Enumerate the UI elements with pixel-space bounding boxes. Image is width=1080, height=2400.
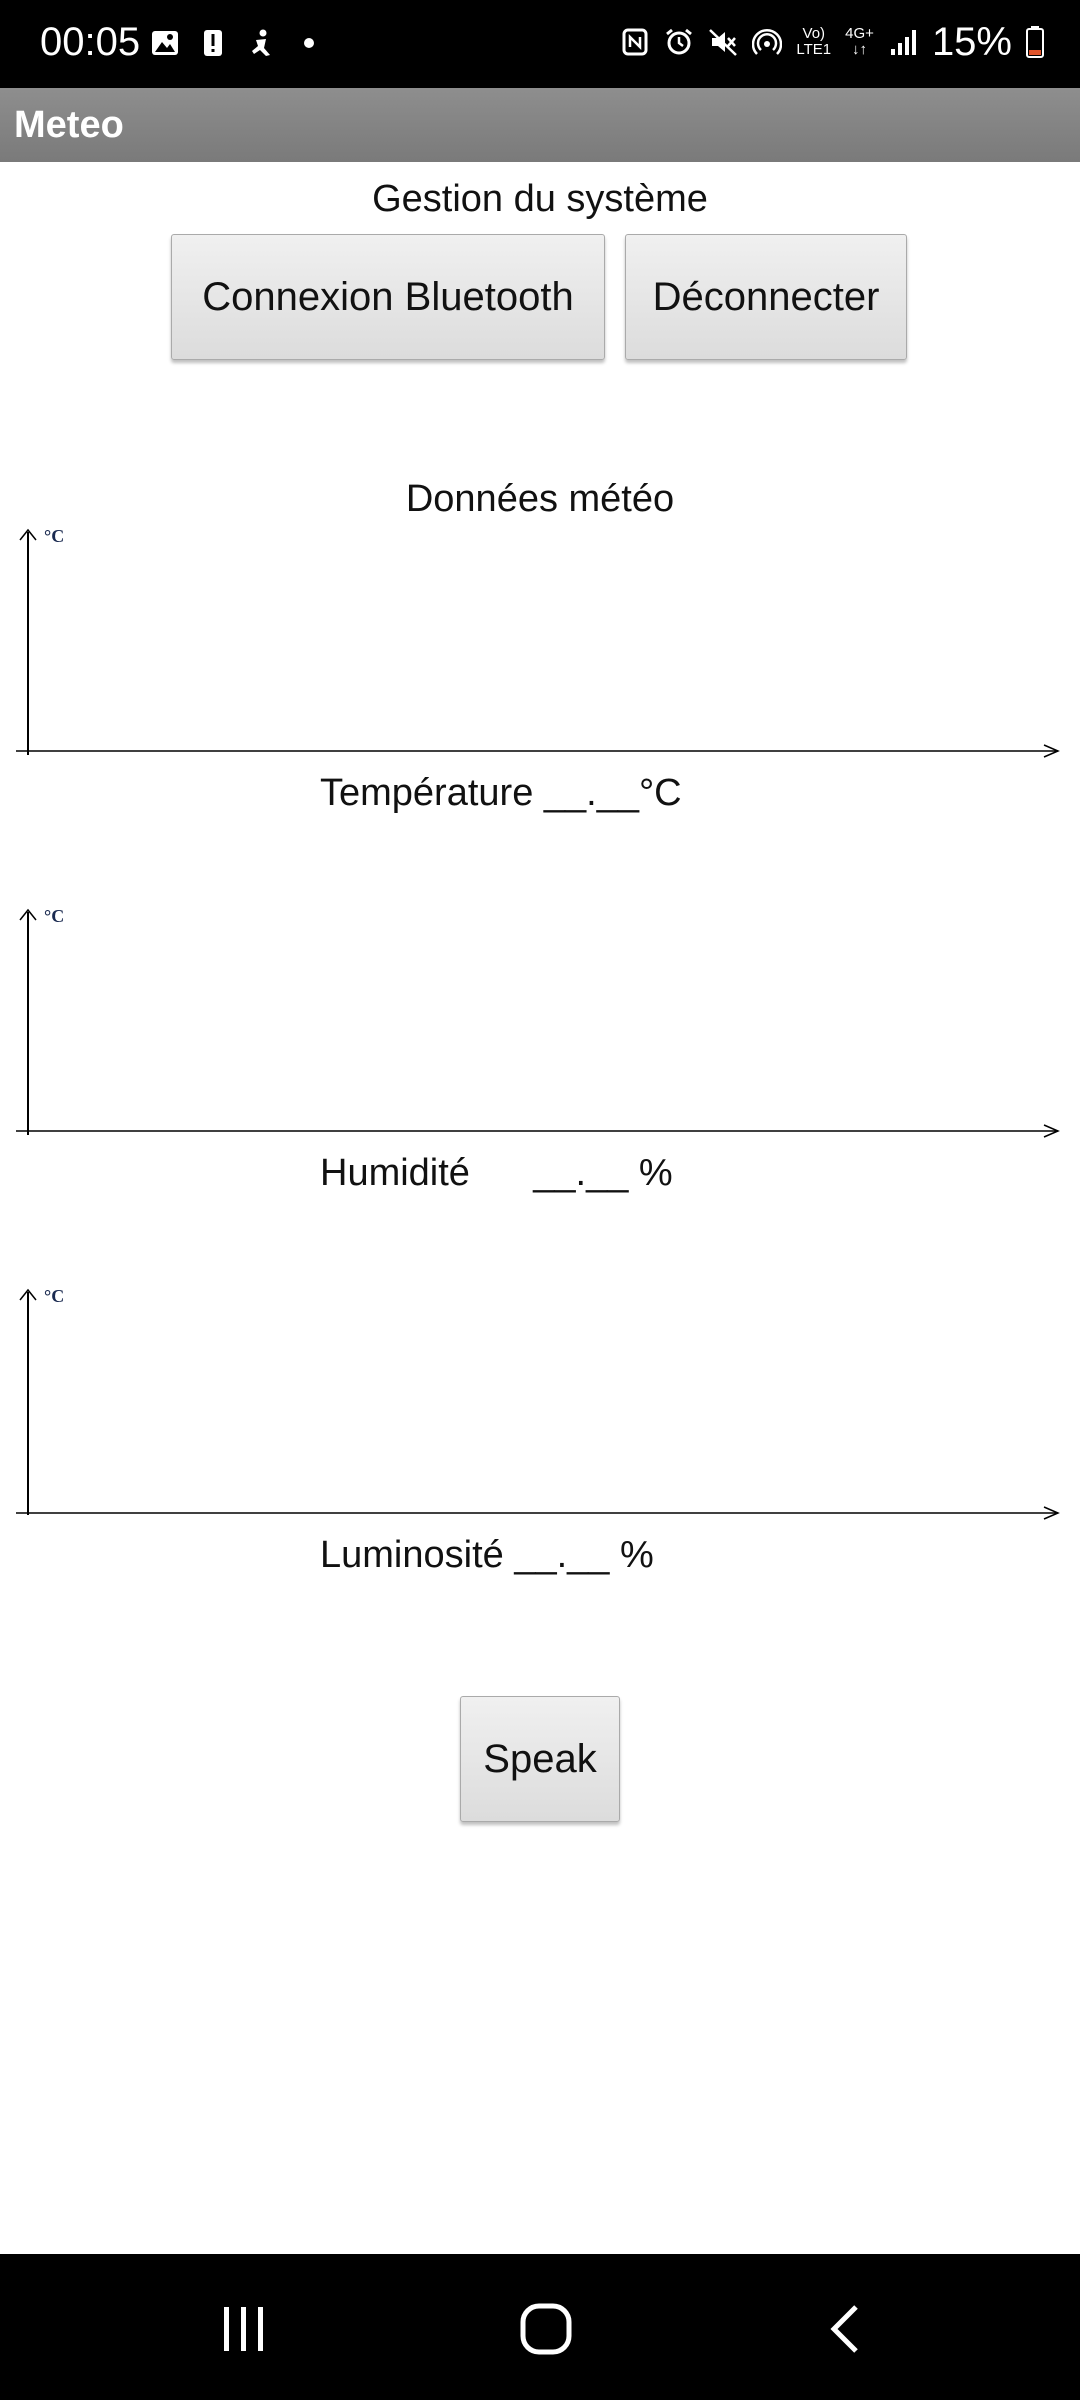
battery-icon	[1026, 26, 1044, 58]
alarm-icon	[666, 28, 693, 55]
data-indicator: 4G+ ↓↑	[845, 26, 874, 58]
battery-percent: 15%	[931, 20, 1012, 64]
lte-label: LTE1	[796, 41, 832, 58]
luminosity-x-axis-arrow	[1043, 1506, 1060, 1520]
luminosity-unit-marker: °C	[44, 1286, 64, 1306]
signal-icon	[890, 30, 916, 55]
temperature-x-axis-arrow	[1043, 744, 1060, 758]
status-bar: 00:05	[0, 0, 1080, 88]
image-icon	[152, 31, 178, 55]
speak-button[interactable]: Speak	[460, 1696, 620, 1822]
accessibility-icon	[252, 29, 270, 56]
humidity-y-axis-arrow	[19, 908, 37, 921]
status-right-icons: Vo) LTE1 4G+ ↓↑ 15%	[620, 18, 1044, 66]
humidity-caption: Humidité __.__ %	[320, 1152, 673, 1194]
system-heading: Gestion du système	[372, 178, 708, 220]
humidity-x-axis-arrow	[1043, 1124, 1060, 1138]
luminosity-chart: °C	[16, 1286, 1060, 1520]
recent-apps-icon[interactable]	[214, 2299, 274, 2359]
app-title-bar: Meteo	[0, 88, 1080, 162]
humidity-unit-marker: °C	[44, 906, 64, 926]
temperature-chart: °C	[16, 526, 1060, 758]
temperature-caption: Température __.__°C	[320, 772, 682, 814]
temperature-unit-marker: °C	[44, 526, 64, 546]
disconnect-button[interactable]: Déconnecter	[625, 234, 907, 360]
alert-icon	[204, 30, 222, 56]
navigation-bar	[0, 2254, 1080, 2400]
hotspot-icon	[752, 28, 783, 55]
back-icon[interactable]	[818, 2299, 878, 2359]
home-icon[interactable]	[516, 2299, 576, 2359]
mute-icon	[709, 29, 738, 56]
volte-indicator: Vo) LTE1	[796, 26, 831, 58]
status-time: 00:05	[40, 20, 141, 64]
luminosity-caption: Luminosité __.__ %	[320, 1534, 654, 1576]
data-arrows-icon: ↓↑	[852, 41, 868, 58]
luminosity-y-axis-arrow	[19, 1288, 37, 1301]
temperature-y-axis-arrow	[19, 528, 37, 541]
nfc-icon	[622, 28, 648, 56]
volte-label: Vo)	[802, 25, 826, 42]
app-title: Meteo	[14, 104, 124, 146]
status-left-icons	[150, 28, 324, 58]
data-type-label: 4G+	[845, 25, 874, 42]
weather-heading: Données météo	[405, 478, 675, 520]
humidity-chart: °C	[16, 906, 1060, 1138]
dot-icon	[304, 38, 314, 48]
bluetooth-connect-button[interactable]: Connexion Bluetooth	[171, 234, 605, 360]
